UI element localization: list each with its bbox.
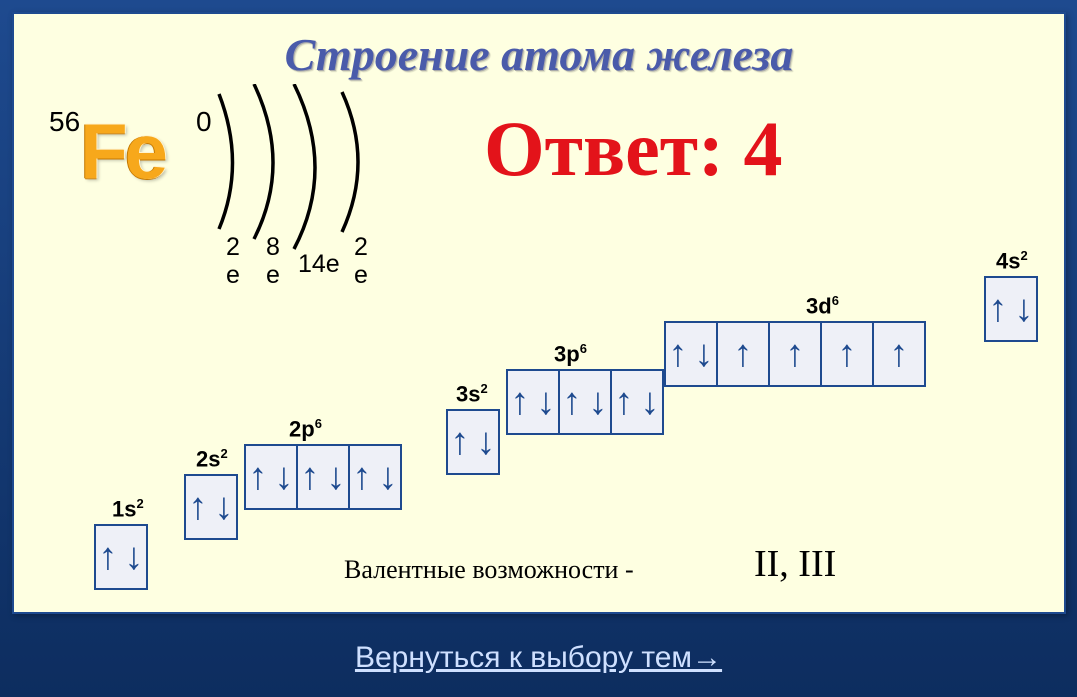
spin-down-icon: ↓: [327, 458, 346, 496]
orbital-box: ↑↓: [506, 369, 560, 435]
spin-up-icon: ↑: [249, 458, 268, 496]
back-link-container: Вернуться к выбору тем→: [0, 641, 1077, 675]
spin-down-icon: ↓: [477, 423, 496, 461]
slide-panel: Строение атома железа 56 Fe 0 2e8e14e2e …: [12, 12, 1066, 614]
orbital-box: ↑↓: [446, 409, 500, 475]
orbital-group-3d: ↑↓↑↑↑↑: [664, 321, 926, 387]
electron-arrows: ↑↓: [669, 323, 714, 385]
electron-arrows: ↑↓: [989, 278, 1034, 340]
electron-arrows: ↑↓: [353, 446, 398, 508]
spin-down-icon: ↓: [589, 383, 608, 421]
orbital-box: ↑↓: [558, 369, 612, 435]
electron-arrows: ↑↓: [189, 476, 234, 538]
orbital-box: ↑: [768, 321, 822, 387]
valence-label: Валентные возможности -: [344, 555, 634, 585]
orbital-label-3s: 3s2: [456, 381, 488, 407]
orbital-label-1s: 1s2: [112, 496, 144, 522]
orbital-box: ↑↓: [94, 524, 148, 590]
electron-arrows: ↑: [890, 323, 909, 385]
spin-down-icon: ↓: [537, 383, 556, 421]
orbital-group-3s: ↑↓: [446, 409, 500, 475]
electron-arrows: ↑: [838, 323, 857, 385]
electron-arrows: ↑↓: [301, 446, 346, 508]
orbital-label-3d: 3d6: [806, 293, 839, 319]
orbital-box: ↑↓: [184, 474, 238, 540]
spin-down-icon: ↓: [695, 335, 714, 373]
spin-down-icon: ↓: [1015, 290, 1034, 328]
orbital-group-2p: ↑↓↑↓↑↓: [244, 444, 402, 510]
spin-up-icon: ↑: [669, 335, 688, 373]
orbital-box: ↑: [872, 321, 926, 387]
spin-up-icon: ↑: [615, 383, 634, 421]
orbital-label-3p: 3p6: [554, 341, 587, 367]
spin-up-icon: ↑: [563, 383, 582, 421]
orbital-box: ↑↓: [610, 369, 664, 435]
spin-up-icon: ↑: [734, 335, 753, 373]
spin-up-icon: ↑: [838, 335, 857, 373]
orbital-group-1s: ↑↓: [94, 524, 148, 590]
orbital-label-2p: 2p6: [289, 416, 322, 442]
electron-arrows: ↑↓: [451, 411, 496, 473]
electron-arrows: ↑↓: [511, 371, 556, 433]
orbital-diagram: 1s2↑↓2s2↑↓2p6↑↓↑↓↑↓3s2↑↓3p6↑↓↑↓↑↓3d6↑↓↑↑…: [14, 14, 1064, 612]
spin-up-icon: ↑: [189, 488, 208, 526]
orbital-box: ↑: [820, 321, 874, 387]
orbital-group-2s: ↑↓: [184, 474, 238, 540]
electron-arrows: ↑↓: [99, 526, 144, 588]
orbital-box: ↑↓: [296, 444, 350, 510]
spin-up-icon: ↑: [451, 423, 470, 461]
orbital-box: ↑↓: [664, 321, 718, 387]
spin-down-icon: ↓: [125, 538, 144, 576]
electron-arrows: ↑: [786, 323, 805, 385]
orbital-label-4s: 4s2: [996, 248, 1028, 274]
back-to-topics-link[interactable]: Вернуться к выбору тем→: [355, 641, 722, 674]
electron-arrows: ↑↓: [563, 371, 608, 433]
orbital-box: ↑↓: [244, 444, 298, 510]
spin-up-icon: ↑: [511, 383, 530, 421]
spin-up-icon: ↑: [989, 290, 1008, 328]
spin-down-icon: ↓: [379, 458, 398, 496]
orbital-group-3p: ↑↓↑↓↑↓: [506, 369, 664, 435]
electron-arrows: ↑↓: [249, 446, 294, 508]
spin-up-icon: ↑: [301, 458, 320, 496]
spin-down-icon: ↓: [215, 488, 234, 526]
spin-up-icon: ↑: [786, 335, 805, 373]
orbital-box: ↑: [716, 321, 770, 387]
electron-arrows: ↑: [734, 323, 753, 385]
orbital-group-4s: ↑↓: [984, 276, 1038, 342]
spin-up-icon: ↑: [890, 335, 909, 373]
spin-up-icon: ↑: [353, 458, 372, 496]
orbital-box: ↑↓: [348, 444, 402, 510]
spin-down-icon: ↓: [275, 458, 294, 496]
orbital-label-2s: 2s2: [196, 446, 228, 472]
electron-arrows: ↑↓: [615, 371, 660, 433]
valence-values: II, III: [754, 542, 836, 586]
spin-up-icon: ↑: [99, 538, 118, 576]
spin-down-icon: ↓: [641, 383, 660, 421]
orbital-box: ↑↓: [984, 276, 1038, 342]
